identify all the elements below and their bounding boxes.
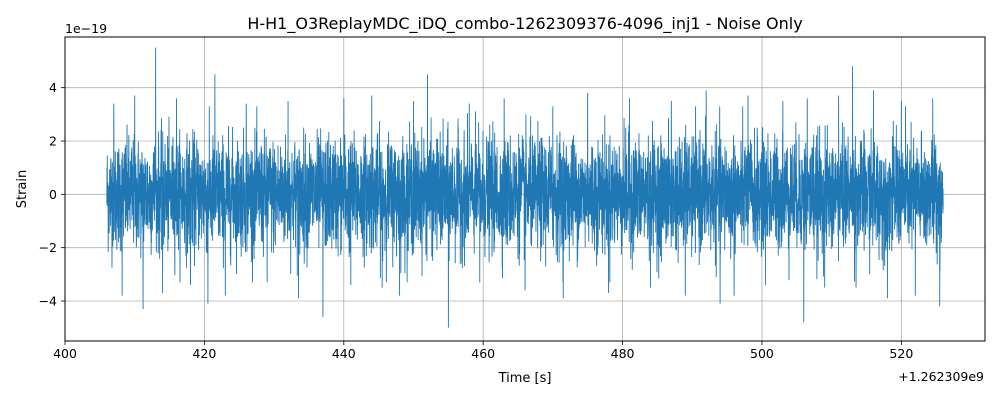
y-tick-label: −4 <box>39 294 57 309</box>
y-tick-label: 0 <box>49 187 57 202</box>
x-axis-ticks: 400 420 440 460 480 500 520 <box>53 341 913 361</box>
y-tick-label: 2 <box>49 134 57 149</box>
series-layer <box>106 47 944 328</box>
x-tick-label: 460 <box>471 346 495 361</box>
x-axis-offset-label: +1.262309e9 <box>898 369 984 384</box>
y-tick-label: 4 <box>49 80 57 95</box>
series-line-strain <box>106 47 944 328</box>
x-tick-label: 420 <box>192 346 216 361</box>
y-axis-label: Strain <box>15 170 30 209</box>
chart-title: H-H1_O3ReplayMDC_iDQ_combo-1262309376-40… <box>247 14 802 34</box>
x-tick-label: 500 <box>750 346 774 361</box>
x-tick-label: 480 <box>611 346 635 361</box>
x-tick-label: 440 <box>332 346 356 361</box>
x-tick-label: 400 <box>53 346 77 361</box>
y-axis-ticks: −4 −2 0 2 4 <box>39 80 65 309</box>
y-tick-label: −2 <box>39 240 57 255</box>
axes-frame <box>64 36 986 342</box>
plot-area: 400 420 440 460 480 500 520 −4 −2 0 2 4 <box>39 36 986 361</box>
x-tick-label: 520 <box>889 346 913 361</box>
y-axis-scale-label: 1e−19 <box>65 21 107 36</box>
x-axis-label: Time [s] <box>498 371 552 386</box>
